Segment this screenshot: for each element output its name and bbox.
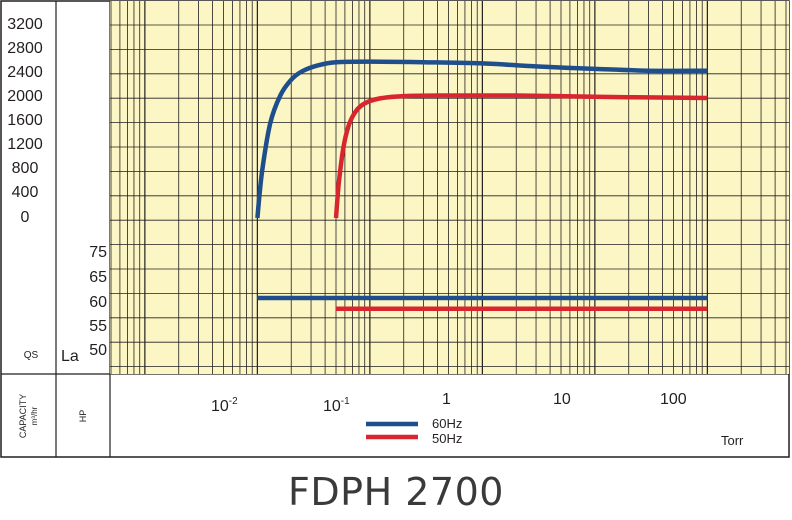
x-tick: 100 (660, 391, 687, 408)
capacity-tick: 2400 (7, 64, 43, 81)
horizontal-gridlines (110, 24, 789, 368)
x-tick: 10 (553, 391, 571, 408)
legend-label-60hz: 60Hz (432, 416, 462, 431)
capacity-unit-label: m³/hr (30, 406, 39, 425)
model-title: FDPH 2700 (288, 470, 504, 514)
legend-label-50hz: 50Hz (432, 431, 462, 446)
capacity-curve-60hz (255, 59, 708, 219)
capacity-rotated-label: CAPACITY (18, 394, 28, 438)
hp-tick: 75 (89, 244, 107, 261)
x-axis-unit-label: Torr (721, 433, 744, 448)
hp-axis-ticks: 75 65 60 55 50 (89, 244, 107, 359)
x-tick: 10-2 (211, 396, 238, 415)
capacity-axis-ticks: 3200 2800 2400 2000 1600 1200 800 400 0 (7, 16, 43, 226)
x-tick: 10-1 (323, 396, 350, 415)
performance-chart: 3200 2800 2400 2000 1600 1200 800 400 0 … (0, 0, 790, 458)
capacity-axis-label: QS (24, 350, 39, 361)
hp-axis-label: La (61, 348, 79, 365)
capacity-tick: 2800 (7, 40, 43, 57)
capacity-curve-50hz (333, 93, 708, 219)
capacity-tick: 400 (12, 184, 39, 201)
x-axis-ticks: 10-2 10-1 1 10 100 (211, 391, 687, 415)
hp-tick: 55 (89, 318, 107, 335)
capacity-tick: 1200 (7, 136, 43, 153)
capacity-tick: 2000 (7, 88, 43, 105)
vertical-gridlines (110, 1, 787, 374)
hp-rotated-label: HP (78, 410, 88, 423)
legend: 60Hz 50Hz (366, 416, 462, 446)
hp-tick: 60 (89, 294, 107, 311)
capacity-tick: 3200 (7, 16, 43, 33)
capacity-tick: 1600 (7, 112, 43, 129)
capacity-tick: 0 (21, 209, 30, 226)
hp-tick: 50 (89, 342, 107, 359)
x-tick: 1 (442, 391, 451, 408)
capacity-tick: 800 (12, 160, 39, 177)
hp-tick: 65 (89, 269, 107, 286)
